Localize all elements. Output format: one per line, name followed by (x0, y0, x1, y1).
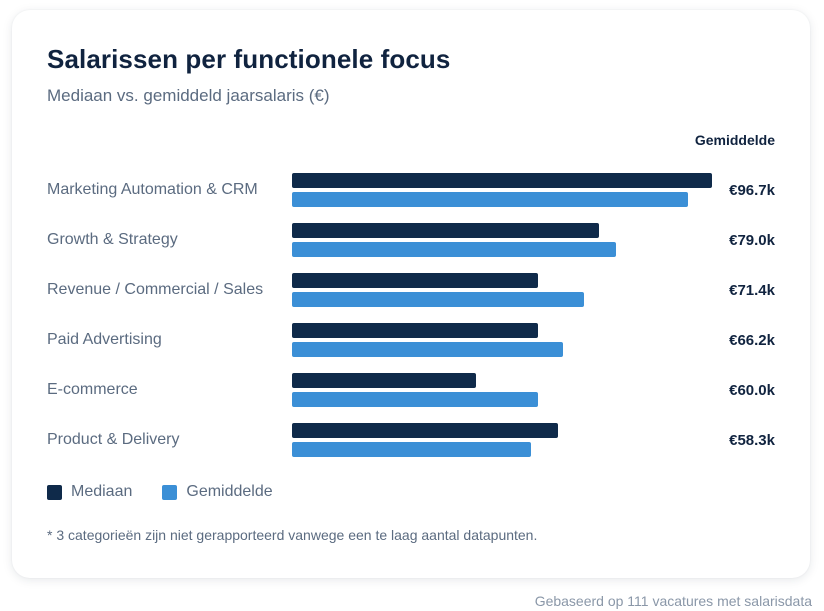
bar-median (292, 173, 712, 188)
bar-mean (292, 442, 531, 457)
bar-mean (292, 292, 585, 307)
legend-item-median: Mediaan (47, 483, 132, 501)
legend: Mediaan Gemiddelde (47, 483, 303, 501)
value-label: €66.2k (729, 332, 775, 349)
value-label: €71.4k (729, 282, 775, 299)
bar-median (292, 323, 538, 338)
category-label: E-commerce (47, 381, 138, 398)
chart-subtitle: Mediaan vs. gemiddeld jaarsalaris (€) (47, 86, 330, 105)
bar-row: Product & Delivery €58.3k (12, 423, 810, 459)
chart-card: Salarissen per functionele focus Mediaan… (12, 10, 810, 578)
bar-row: Revenue / Commercial / Sales €71.4k (12, 273, 810, 309)
legend-label-median: Mediaan (71, 483, 133, 500)
category-label: Revenue / Commercial / Sales (47, 281, 264, 298)
legend-item-mean: Gemiddelde (162, 483, 273, 501)
chart-title: Salarissen per functionele focus (47, 44, 451, 74)
legend-swatch-median (47, 484, 62, 500)
footnote: * 3 categorieën zijn niet gerapporteerd … (47, 527, 538, 543)
bar-row: E-commerce €60.0k (12, 373, 810, 409)
bar-mean (292, 242, 616, 257)
category-label: Paid Advertising (47, 331, 162, 348)
value-label: €96.7k (729, 182, 775, 199)
bar-median (292, 273, 538, 288)
bar-rows: Marketing Automation & CRM €96.7k Growth &… (12, 10, 810, 578)
value-label: €60.0k (729, 382, 775, 399)
value-label: €79.0k (729, 232, 775, 249)
bar-mean (292, 192, 688, 207)
category-label: Growth & Strategy (47, 231, 178, 248)
bar-median (292, 423, 559, 438)
category-label: Product & Delivery (47, 431, 180, 448)
bar-row: Marketing Automation & CRM €96.7k (12, 173, 810, 209)
bar-mean (292, 342, 564, 357)
bar-median (292, 373, 477, 388)
value-column-header: Gemiddelde (694, 132, 775, 148)
source-note: Gebaseerd op 111 vacatures met salarisda… (534, 593, 812, 609)
bar-row: Paid Advertising €66.2k (12, 323, 810, 359)
legend-label-mean: Gemiddelde (186, 483, 273, 500)
category-label: Marketing Automation & CRM (47, 181, 258, 198)
bar-row: Growth & Strategy €79.0k (12, 223, 810, 259)
value-label: €58.3k (729, 432, 775, 449)
bar-mean (292, 392, 538, 407)
legend-swatch-mean (162, 484, 178, 500)
bar-median (292, 223, 600, 238)
